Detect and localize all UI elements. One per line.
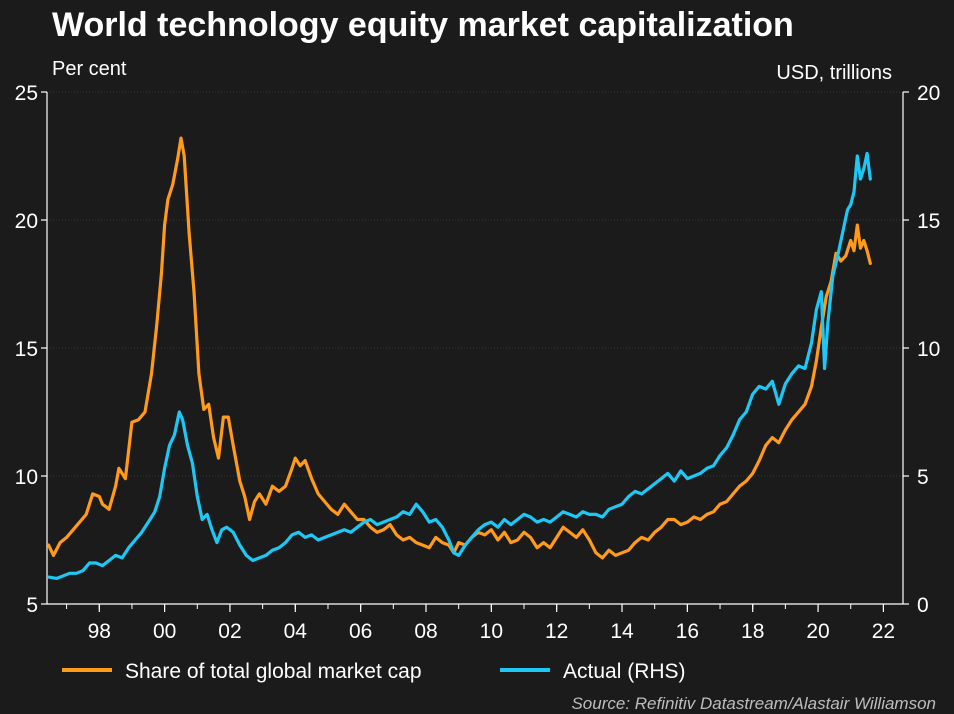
right-tick-label: 20	[917, 82, 940, 105]
series-layer	[47, 136, 872, 580]
x-tick-label: 18	[741, 620, 764, 643]
x-axis: 98 00 02 04 06 08 10 12 14 16 18 20 22	[47, 603, 903, 643]
right-tick-label: 0	[917, 594, 929, 617]
chart-title: World technology equity market capitaliz…	[52, 6, 794, 44]
x-tick-label: 12	[545, 620, 568, 643]
x-tick-label: 20	[806, 620, 829, 643]
x-tick-label: 10	[480, 620, 503, 643]
left-tick-label: 5	[26, 594, 38, 617]
x-tick-label: 06	[349, 620, 372, 643]
x-tick-label: 04	[284, 620, 308, 643]
right-tick-label: 5	[917, 466, 929, 489]
left-tick-label: 10	[15, 466, 38, 489]
x-tick-label: 98	[88, 620, 111, 643]
x-tick-label: 14	[610, 620, 634, 643]
series-line-actual	[47, 151, 872, 580]
legend-label-share: Share of total global market cap	[125, 660, 422, 683]
x-tick-label: 16	[676, 620, 699, 643]
gridlines	[47, 91, 903, 477]
x-tick-label: 02	[218, 620, 241, 643]
legend-label-actual: Actual (RHS)	[563, 660, 686, 683]
right-tick-label: 10	[917, 338, 940, 361]
series-line-share	[47, 136, 872, 560]
left-tick-label: 25	[15, 82, 38, 105]
legend: Share of total global market cap Actual …	[62, 660, 686, 683]
left-axis-label: Per cent	[52, 58, 127, 80]
left-tick-label: 15	[15, 338, 38, 361]
left-axis: 5 10 15 20 25	[15, 82, 48, 617]
x-tick-label: 22	[872, 620, 895, 643]
source-note: Source: Refinitiv Datastream/Alastair Wi…	[571, 694, 936, 713]
left-tick-label: 20	[15, 210, 38, 233]
right-axis: 0 5 10 15 20	[902, 82, 940, 617]
x-tick-label: 00	[153, 620, 176, 643]
x-tick-label: 08	[414, 620, 437, 643]
right-axis-label: USD, trillions	[776, 62, 892, 84]
right-tick-label: 15	[917, 210, 940, 233]
